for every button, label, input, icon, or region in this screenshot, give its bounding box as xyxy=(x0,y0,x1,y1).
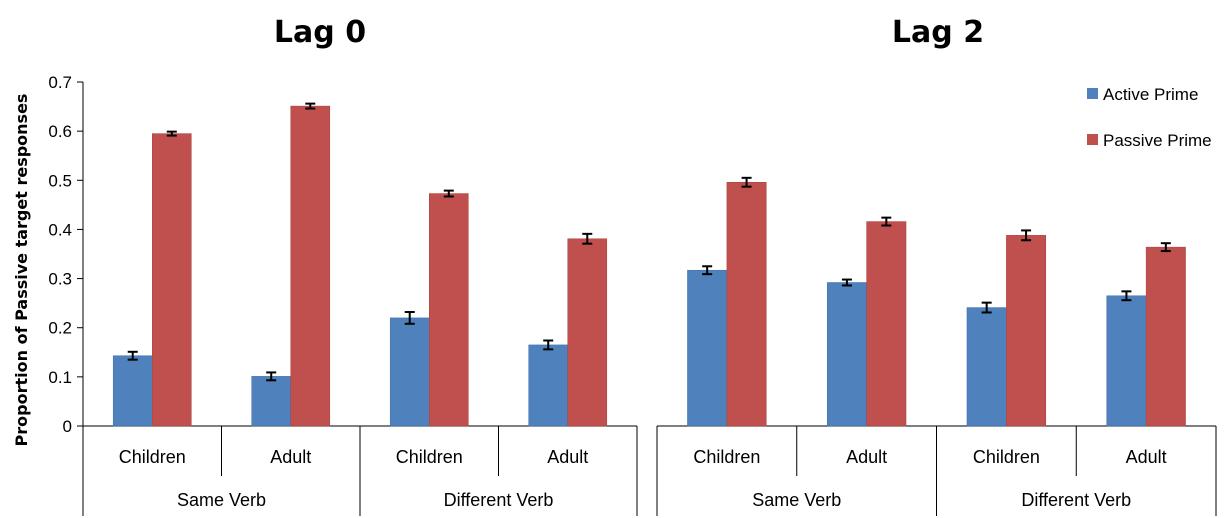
y-tick-label: 0.6 xyxy=(48,122,72,141)
group-label: Same Verb xyxy=(752,490,841,510)
bar xyxy=(290,105,331,427)
group-label: Different Verb xyxy=(1021,490,1131,510)
y-tick-label: 0.2 xyxy=(48,319,72,338)
group-label: Same Verb xyxy=(177,490,266,510)
bar xyxy=(429,193,469,427)
y-tick-label: 0.7 xyxy=(48,73,72,92)
group-label: Different Verb xyxy=(444,490,554,510)
bar xyxy=(567,238,608,427)
category-label: Children xyxy=(693,447,760,467)
y-tick-label: 0.1 xyxy=(48,368,72,387)
bar xyxy=(112,355,153,427)
bar xyxy=(389,317,430,427)
bar xyxy=(1106,295,1147,427)
bar xyxy=(1145,246,1186,427)
legend-label: Active Prime xyxy=(1103,85,1198,104)
category-label: Children xyxy=(119,447,186,467)
panel-title: Lag 2 xyxy=(892,15,984,50)
y-tick-label: 0.4 xyxy=(48,220,72,239)
y-axis-label: Proportion of Passive target responses xyxy=(12,94,31,447)
bar xyxy=(687,269,728,427)
bar xyxy=(966,307,1007,427)
bar xyxy=(152,133,192,427)
bar xyxy=(826,282,867,427)
legend-swatch xyxy=(1087,134,1098,145)
category-label: Adult xyxy=(1126,447,1167,467)
bar xyxy=(251,376,291,427)
category-label: Adult xyxy=(547,447,588,467)
y-tick-label: 0 xyxy=(63,417,72,436)
bar xyxy=(866,221,907,427)
legend-swatch xyxy=(1087,88,1098,99)
category-label: Adult xyxy=(846,447,887,467)
category-label: Children xyxy=(396,447,463,467)
category-label: Adult xyxy=(270,447,311,467)
bar xyxy=(528,344,568,427)
legend-label: Passive Prime xyxy=(1103,131,1212,150)
y-tick-label: 0.3 xyxy=(48,270,72,289)
bar xyxy=(726,182,767,427)
y-tick-label: 0.5 xyxy=(48,171,72,190)
bar xyxy=(1006,235,1047,427)
labels: 0 0.1 0.2 0.3 0.4 0.5 0.6 0.7 Lag 0 Children Adult… xyxy=(48,15,1166,510)
panel-title: Lag 0 xyxy=(274,15,366,50)
category-label: Children xyxy=(973,447,1040,467)
legend: Active Prime Passive Prime xyxy=(1087,85,1212,150)
bars xyxy=(112,102,1186,427)
